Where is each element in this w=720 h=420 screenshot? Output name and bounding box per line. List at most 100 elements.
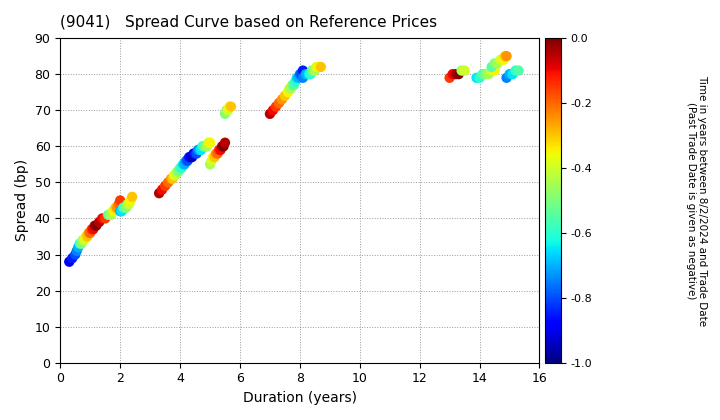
Point [224,103,235,110]
Point [492,60,503,67]
Point [303,71,315,78]
Point [483,71,495,78]
Point [289,78,301,85]
Point [168,172,180,178]
Point [489,67,500,74]
Point [120,204,132,211]
Point [477,71,488,78]
Point [297,67,309,74]
Point [73,244,84,251]
Point [306,67,318,74]
Point [489,60,500,67]
Point [195,147,207,153]
Point [119,204,130,211]
Point [300,71,312,78]
Point [74,240,86,247]
Point [167,176,179,182]
Point [116,208,127,215]
Point [216,143,228,150]
Point [447,71,459,78]
Point [288,81,300,88]
Point [197,143,208,150]
Point [456,67,467,74]
Point [217,143,229,150]
Point [96,215,108,222]
Point [486,63,498,70]
Point [189,150,201,157]
Point [198,143,210,150]
Point [210,150,222,157]
Point [153,190,165,197]
X-axis label: Duration (years): Duration (years) [243,391,357,405]
Point [123,201,135,207]
Point [270,103,282,110]
Point [87,226,99,233]
Point [91,222,102,229]
Point [194,147,205,153]
Point [102,212,114,218]
Point [501,53,513,60]
Point [125,197,136,204]
Point [287,81,298,88]
Point [279,92,291,99]
Point [191,150,202,157]
Point [105,212,117,218]
Point [474,74,485,81]
Point [215,147,226,153]
Point [294,71,306,78]
Point [450,71,462,78]
Point [504,71,516,78]
Point [199,143,211,150]
Point [296,71,307,78]
Point [276,96,288,103]
Point [180,158,192,164]
Y-axis label: Spread (bp): Spread (bp) [15,159,29,242]
Point [162,179,174,186]
Point [76,240,87,247]
Point [267,107,279,113]
Point [192,147,204,153]
Point [292,74,304,81]
Point [89,222,101,229]
Point [222,107,234,113]
Point [285,85,297,92]
Point [94,219,105,226]
Point [66,255,78,262]
Point [185,154,197,160]
Point [510,67,521,74]
Point [176,165,187,171]
Point [225,103,237,110]
Point [495,56,506,63]
Point [109,208,120,215]
Point [71,247,83,254]
Point [127,194,138,200]
Point [84,229,96,236]
Point [78,237,90,244]
Point [471,74,482,81]
Point [220,139,231,146]
Point [444,74,455,81]
Point [86,226,97,233]
Point [204,139,216,146]
Point [110,204,122,211]
Point [166,176,177,182]
Point [459,67,470,74]
Y-axis label: Time in years between 8/2/2024 and Trade Date
(Past Trade Date is given as negat: Time in years between 8/2/2024 and Trade… [685,75,707,326]
Point [498,56,509,63]
Point [70,251,81,258]
Point [177,161,189,168]
Point [114,208,126,215]
Point [170,172,181,178]
Point [309,67,320,74]
Point [179,161,190,168]
Point [104,212,115,218]
Text: (9041)   Spread Curve based on Reference Prices: (9041) Spread Curve based on Reference P… [60,15,438,30]
Point [184,154,195,160]
Point [99,215,111,222]
Point [81,233,93,240]
Point [213,147,225,153]
Point [453,71,464,78]
Point [273,100,284,106]
Point [203,139,215,146]
Point [171,168,183,175]
